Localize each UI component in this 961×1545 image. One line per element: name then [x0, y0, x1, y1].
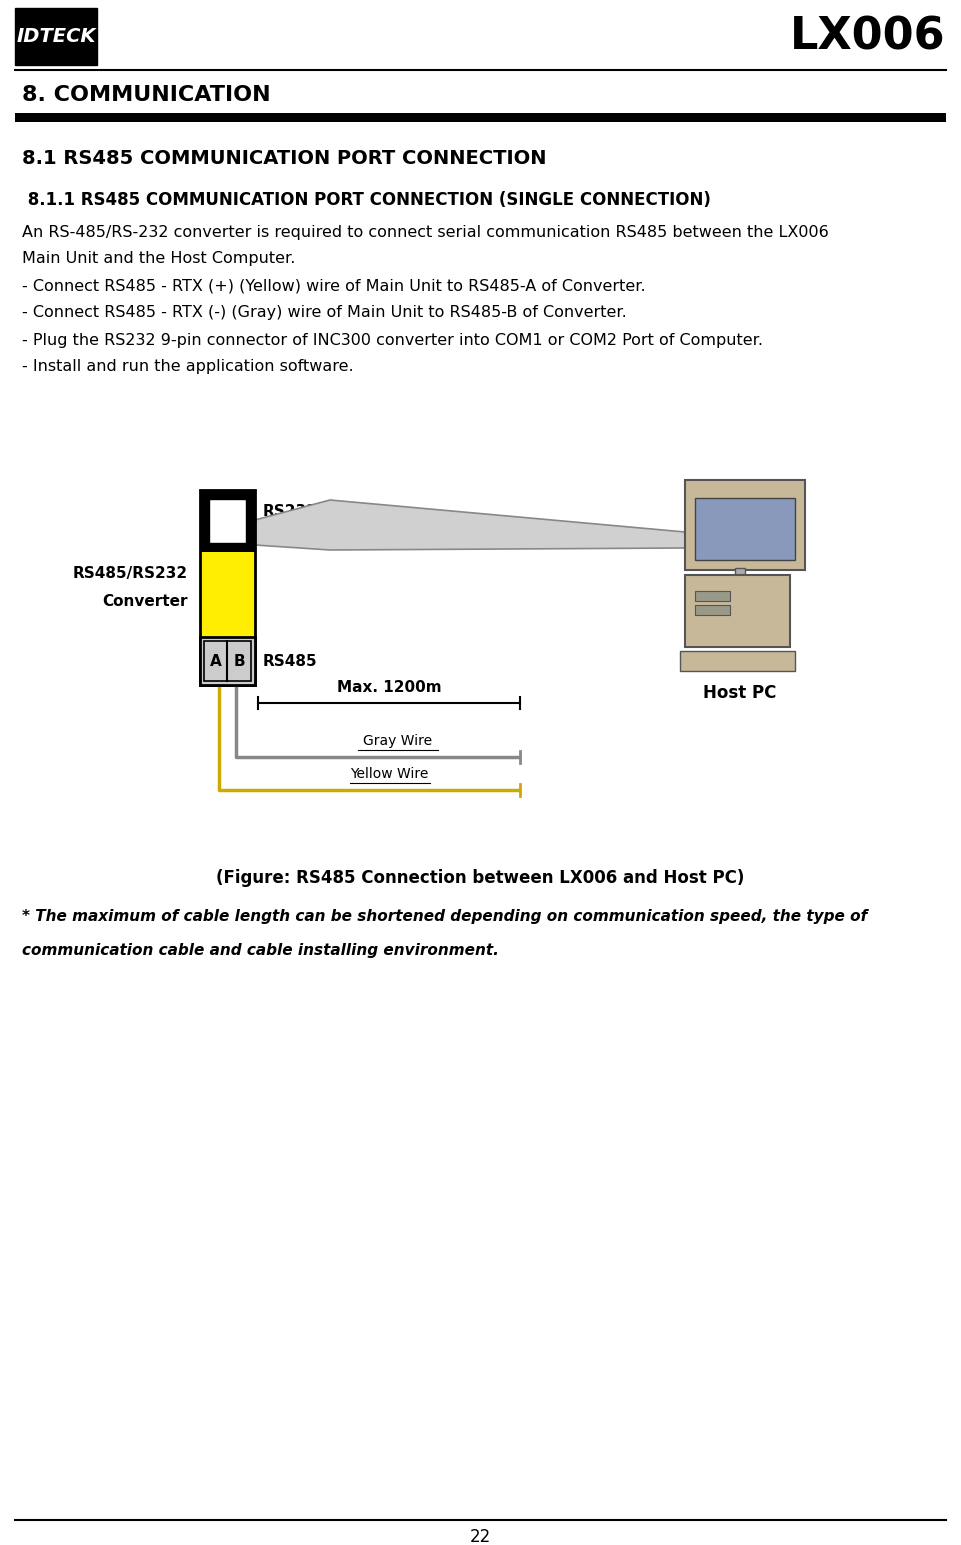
- Bar: [204, 641, 251, 681]
- Bar: [685, 575, 790, 647]
- Bar: [200, 490, 255, 684]
- Text: 22: 22: [470, 1528, 491, 1545]
- Bar: [15, 8, 97, 65]
- Bar: [209, 499, 246, 542]
- Text: RS485/RS232: RS485/RS232: [73, 565, 188, 581]
- Polygon shape: [255, 501, 685, 550]
- Text: Converter: Converter: [103, 593, 188, 609]
- Text: 8.1.1 RS485 COMMUNICATION PORT CONNECTION (SINGLE CONNECTION): 8.1.1 RS485 COMMUNICATION PORT CONNECTIO…: [22, 192, 711, 209]
- Text: * The maximum of cable length can be shortened depending on communication speed,: * The maximum of cable length can be sho…: [22, 908, 867, 924]
- Bar: [695, 606, 730, 615]
- Text: Gray Wire: Gray Wire: [363, 734, 432, 748]
- Bar: [695, 592, 730, 601]
- Text: RS232: RS232: [263, 505, 318, 519]
- Text: 8.1 RS485 COMMUNICATION PORT CONNECTION: 8.1 RS485 COMMUNICATION PORT CONNECTION: [22, 148, 547, 167]
- Bar: [735, 569, 745, 578]
- Text: IDTECK: IDTECK: [16, 26, 96, 46]
- Text: Yellow Wire: Yellow Wire: [351, 766, 429, 782]
- Text: - Connect RS485 - RTX (-) (Gray) wire of Main Unit to RS485-B of Converter.: - Connect RS485 - RTX (-) (Gray) wire of…: [22, 306, 627, 320]
- Text: RS485: RS485: [263, 654, 318, 669]
- Text: An RS-485/RS-232 converter is required to connect serial communication RS485 bet: An RS-485/RS-232 converter is required t…: [22, 224, 828, 239]
- Text: (Figure: RS485 Connection between LX006 and Host PC): (Figure: RS485 Connection between LX006 …: [216, 868, 745, 887]
- Text: Max. 1200m: Max. 1200m: [336, 680, 441, 695]
- Text: A: A: [209, 654, 221, 669]
- Text: LX006: LX006: [790, 15, 946, 59]
- Text: - Plug the RS232 9-pin connector of INC300 converter into COM1 or COM2 Port of C: - Plug the RS232 9-pin connector of INC3…: [22, 332, 763, 348]
- Bar: [200, 637, 255, 684]
- Text: communication cable and cable installing environment.: communication cable and cable installing…: [22, 942, 499, 958]
- Text: - Connect RS485 - RTX (+) (Yellow) wire of Main Unit to RS485-A of Converter.: - Connect RS485 - RTX (+) (Yellow) wire …: [22, 278, 646, 294]
- Bar: [200, 490, 255, 552]
- Bar: [695, 497, 795, 559]
- Text: Host PC: Host PC: [703, 684, 776, 701]
- Bar: [15, 113, 946, 122]
- Text: 8. COMMUNICATION: 8. COMMUNICATION: [22, 85, 271, 105]
- Bar: [722, 579, 758, 589]
- Text: B: B: [234, 654, 245, 669]
- Text: Main Unit and the Host Computer.: Main Unit and the Host Computer.: [22, 252, 295, 266]
- Bar: [685, 480, 805, 570]
- Text: - Install and run the application software.: - Install and run the application softwa…: [22, 360, 354, 374]
- Bar: [680, 650, 795, 671]
